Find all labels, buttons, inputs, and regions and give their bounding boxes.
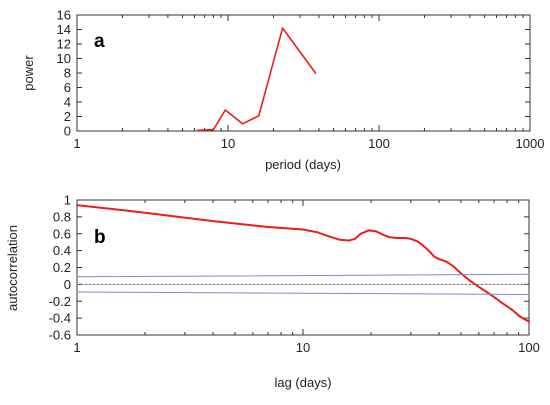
panel-b-x-tick-label: 1 — [73, 340, 80, 355]
panel-b-ticks — [76, 199, 530, 336]
panel-b-series — [76, 204, 530, 323]
panel-b-y-tick-label: -0.6 — [49, 328, 71, 343]
panel-b-letter: b — [94, 227, 106, 248]
panel-a-y-tick-label: 2 — [64, 109, 71, 124]
panel-a-x-tick-label: 1 — [73, 136, 80, 151]
panel-a-series — [196, 27, 317, 132]
panel-a-x-tick-labels: 1 10 100 1000 — [73, 136, 544, 151]
panel-b-y-tick-label: 0.4 — [53, 243, 71, 258]
panel-b-y-tick-label: 1 — [64, 193, 71, 208]
panel-b-y-tick-label: 0.6 — [53, 226, 71, 241]
panel-a-y-tick-label: 6 — [64, 80, 71, 95]
panel-a-x-tick-label: 1000 — [516, 136, 545, 151]
panel-a-y-tick-label: 14 — [57, 22, 71, 37]
panel-b-frame — [76, 199, 530, 336]
panel-b-y-tick-label: -0.2 — [49, 294, 71, 309]
panel-a-letter: a — [94, 31, 105, 52]
panel-a-y-tick-label: 4 — [64, 95, 71, 110]
panel-b-y-tick-labels: 10.8 0.6 0.4 0.2 0 -0.2 -0.4 -0.6 — [49, 193, 71, 343]
panel-b-x-tick-label: 100 — [518, 340, 540, 355]
panel-b-y-tick-label: -0.4 — [49, 311, 71, 326]
panel-b-y-tick-label: 0 — [64, 277, 71, 292]
panel-a-y-axis-title: power — [21, 55, 36, 91]
lower-confidence-line — [76, 291, 530, 295]
panel-a-ticks — [76, 14, 531, 132]
power-spectrum-line — [196, 27, 317, 132]
panel-a-y-tick-label: 8 — [64, 66, 71, 81]
panel-a-x-tick-label: 100 — [368, 136, 390, 151]
panel-a-y-tick-label: 0 — [64, 124, 71, 139]
panel-b-y-axis-title: autocorrelation — [5, 225, 20, 311]
panel-a-y-tick-label: 16 — [57, 8, 71, 23]
panel-a-x-axis-title: period (days) — [265, 157, 341, 172]
panel-b-x-tick-labels: 1 10 100 — [73, 340, 539, 355]
autocorrelation-line — [76, 204, 530, 323]
panel-a-y-tick-label: 12 — [57, 37, 71, 52]
panel-b-x-tick-label: 10 — [296, 340, 310, 355]
panel-a-y-tick-label: 10 — [57, 51, 71, 66]
upper-confidence-line — [76, 273, 530, 278]
panel-b-y-tick-label: 0.2 — [53, 260, 71, 275]
panel-b-x-axis-title: lag (days) — [274, 375, 331, 390]
panel-b: 1 10 100 10.80.60.40.20-0.2-0.4-0.6 b lag … — [5, 193, 540, 391]
panel-a-x-tick-label: 10 — [221, 136, 235, 151]
panel-a-frame — [76, 14, 531, 132]
panel-b-y-tick-label: 0.8 — [53, 209, 71, 224]
